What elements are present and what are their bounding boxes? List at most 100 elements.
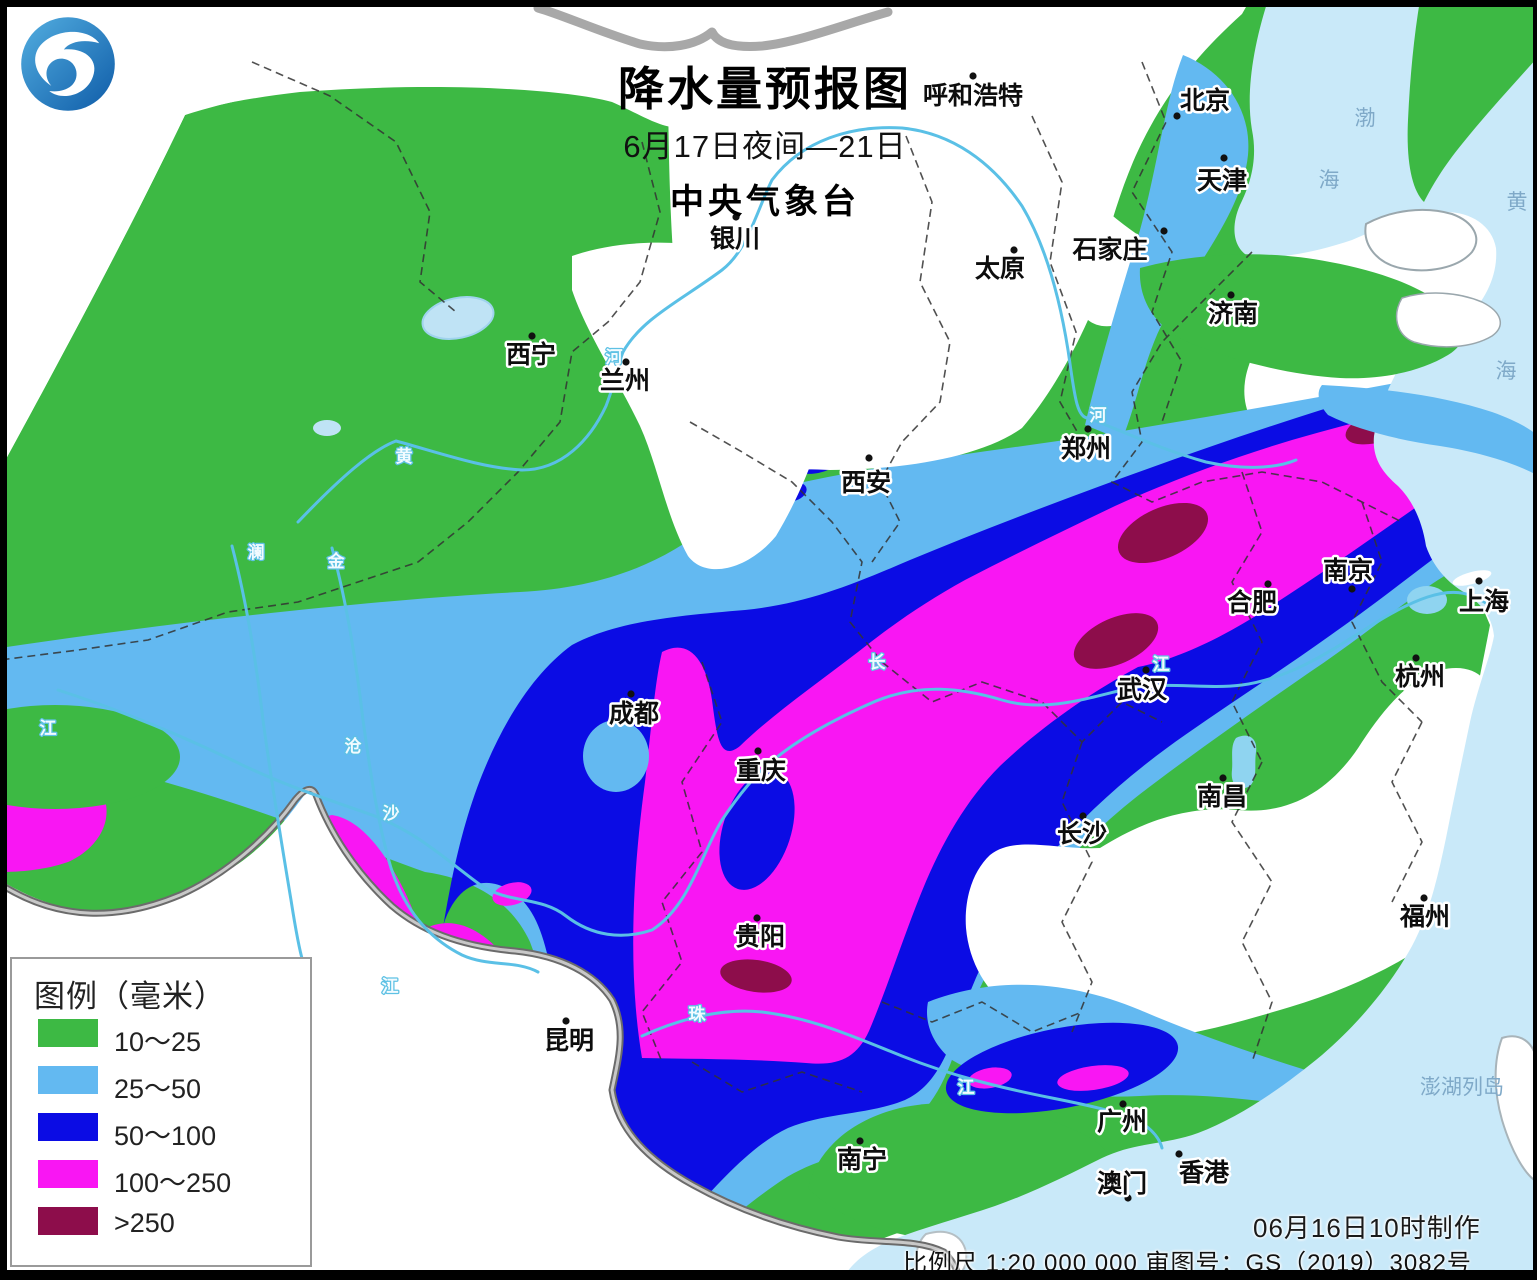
city-label: 呼和浩特	[923, 82, 1023, 110]
city-dot	[1264, 580, 1272, 588]
city-marker-西宁: 西宁	[503, 332, 559, 372]
legend-swatch	[38, 1066, 98, 1094]
city-label: 南宁	[837, 1145, 887, 1174]
liaodong-peninsula	[1407, 0, 1537, 202]
city-label: 西安	[841, 468, 891, 497]
maroon-spot-henan	[1117, 502, 1209, 564]
river-yellow	[296, 126, 1298, 524]
maroon-spot-guizhou	[720, 959, 792, 993]
city-dot	[627, 690, 635, 698]
legend-label: 50～100	[114, 1121, 217, 1151]
city-dot	[528, 332, 536, 340]
river-label: 江	[382, 977, 399, 996]
city-marker-呼和浩特: 呼和浩特	[920, 72, 1026, 113]
lightblue-strip-beijing-tianjin	[1085, 55, 1249, 440]
city-dot	[1142, 666, 1150, 674]
city-label: 澳门	[1097, 1169, 1147, 1198]
river-label: 长	[869, 652, 887, 672]
city-dot	[732, 213, 740, 221]
river-label: 澜	[248, 542, 265, 562]
cma-logo	[16, 12, 120, 116]
city-label: 石家庄	[1071, 235, 1147, 264]
legend-label: 10～25	[114, 1027, 202, 1057]
city-marker-昆明: 昆明	[541, 1017, 597, 1058]
city-marker-天津: 天津	[1194, 154, 1250, 198]
city-dot	[969, 72, 977, 80]
blue-notch-chongqing	[719, 770, 795, 890]
legend-swatch	[38, 1160, 98, 1188]
city-label: 福州	[1399, 903, 1450, 931]
city-marker-广州: 广州	[1094, 1100, 1150, 1139]
city-marker-重庆: 重庆	[733, 747, 789, 788]
city-marker-银川: 银川	[707, 213, 763, 256]
city-label: 银川	[710, 225, 760, 253]
city-label: 济南	[1208, 299, 1258, 328]
city-dot	[1173, 112, 1181, 120]
city-marker-南京: 南京	[1320, 554, 1376, 593]
city-marker-合肥: 合肥	[1224, 580, 1280, 620]
city-marker-香港: 香港	[1175, 1150, 1232, 1190]
city-label: 南昌	[1197, 783, 1247, 811]
city-label: 上海	[1459, 587, 1509, 616]
taiwan-island	[1494, 1035, 1537, 1184]
border-mongolia	[533, 3, 893, 52]
lightblue-patch-chengdu	[583, 720, 649, 792]
issue-time: 06月16日10时制作	[1253, 1213, 1481, 1243]
city-dot	[754, 747, 762, 755]
city-label: 合肥	[1227, 588, 1277, 617]
river-label: 黄	[396, 446, 413, 466]
city-label: 广州	[1097, 1107, 1147, 1136]
city-marker-武汉: 武汉	[1114, 666, 1170, 707]
dalian-white-tip	[1364, 208, 1478, 272]
city-label: 北京	[1180, 86, 1230, 115]
white-northwest	[0, 0, 690, 470]
city-marker-太原: 太原	[972, 246, 1028, 286]
city-marker-贵阳: 贵阳	[732, 914, 788, 954]
city-dot	[1227, 291, 1235, 299]
blue-blob-yangjiang	[945, 1022, 1179, 1114]
city-marker-成都: 成都	[606, 690, 662, 731]
city-dot	[1124, 1194, 1132, 1202]
green-blob-west-edge	[0, 705, 180, 809]
river-yangtze	[56, 590, 1494, 937]
sea-label: 海	[1319, 169, 1340, 192]
city-dot	[1219, 774, 1227, 782]
river-label: 金	[327, 551, 346, 571]
legend-row: 50～100	[12, 1113, 310, 1151]
poyang-lake	[1231, 735, 1257, 789]
sea-label: 海	[1496, 360, 1517, 383]
city-marker-石家庄: 石家庄	[1069, 227, 1168, 267]
legend-label: 25～50	[114, 1074, 202, 1104]
river-label: 珠	[689, 1005, 707, 1024]
coastal-land	[914, 0, 1537, 1280]
legend-swatch	[38, 1113, 98, 1141]
legend-row: >250	[12, 1207, 310, 1241]
legend-swatch	[38, 1019, 98, 1047]
city-label: 太原	[975, 255, 1025, 283]
city-dot	[753, 914, 761, 922]
qinghai-lake	[421, 296, 495, 340]
city-label: 杭州	[1395, 662, 1445, 691]
cma-logo-icon	[21, 17, 115, 111]
national-borders	[0, 3, 964, 1280]
city-marker-南宁: 南宁	[834, 1137, 890, 1177]
city-label: 郑州	[1061, 435, 1111, 463]
city-marker-济南: 济南	[1205, 291, 1261, 331]
river-pearl	[640, 1009, 1164, 1150]
frame-right	[1533, 0, 1537, 1280]
city-marker-福州: 福州	[1396, 894, 1453, 934]
city-dot	[856, 1137, 864, 1145]
legend-row: 25～50	[12, 1066, 310, 1104]
white-lanzhou-wedge	[572, 242, 840, 570]
legend-box: 图例（毫米） 10～25 25～50 50～100 100～250 >250	[10, 957, 312, 1267]
white-north-hebei	[1090, 0, 1250, 320]
river-label: 江	[1153, 655, 1170, 674]
city-dot	[1084, 425, 1092, 433]
shandong-peninsula	[1139, 254, 1464, 379]
magenta-spot-coast-2	[1057, 1065, 1129, 1091]
qingdao-white-patch	[1395, 292, 1502, 348]
city-label: 成都	[609, 700, 659, 728]
